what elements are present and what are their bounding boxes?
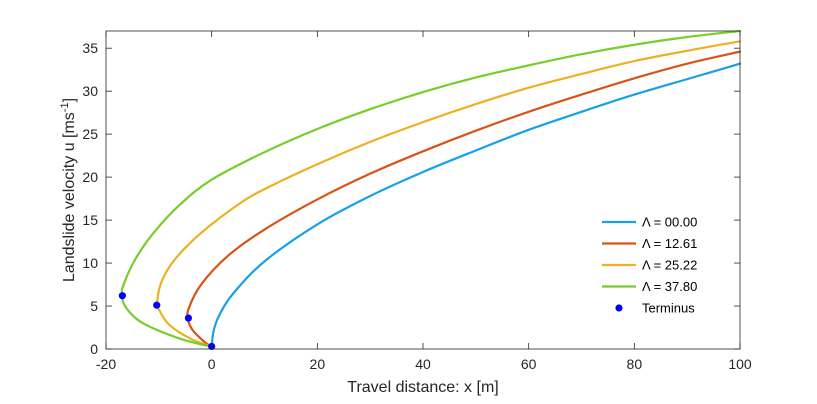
terminus-point-3 [118,292,126,300]
legend: Λ = 00.00 Λ = 12.61 Λ = 25.22 Λ = 37.80 Term… [594,208,724,318]
y-axis-label: Landslide velocity u [ms-1] [59,98,78,282]
y-tick-label-4: 20 [82,169,98,185]
x-tick-label-0: -20 [96,356,116,372]
y-tick-label-7: 35 [82,40,98,56]
series-layer [120,29,742,348]
series-line-1 [186,50,742,348]
x-tick-label-6: 100 [728,356,752,372]
legend-label-2: Λ = 25.22 [642,258,697,273]
x-tick-label-1: 0 [208,356,216,372]
y-tick-label-5: 25 [82,126,98,142]
x-tick-label-4: 60 [521,356,537,372]
series-line-3 [120,29,742,348]
legend-swatch-4 [615,304,623,312]
x-tick-label-5: 80 [627,356,643,372]
legend-label-4: Terminus [642,301,695,316]
legend-label-0: Λ = 00.00 [642,215,697,230]
series-line-2 [156,40,742,348]
series-line-0 [210,62,742,348]
terminus-point-1 [184,314,193,322]
y-tick-label-1: 5 [90,298,98,314]
x-tick-label-3: 40 [415,356,431,372]
x-axis-label: Travel distance: x [m] [347,379,498,396]
terminus-point-2 [153,301,161,309]
x-tick-label-2: 20 [310,356,326,372]
y-axis-label-close: ] [61,98,78,102]
terminus-layer [118,292,216,351]
y-tick-label-3: 15 [82,212,98,228]
legend-label-3: Λ = 37.80 [642,279,697,294]
y-axis-label-main: Landslide velocity u [ms [61,112,78,282]
y-tick-label-2: 10 [82,255,98,271]
y-tick-label-6: 30 [82,83,98,99]
legend-box [594,208,724,318]
y-axis-label-superscript: -1 [59,102,71,112]
y-tick-label-0: 0 [90,341,98,357]
legend-label-1: Λ = 12.61 [642,236,697,251]
